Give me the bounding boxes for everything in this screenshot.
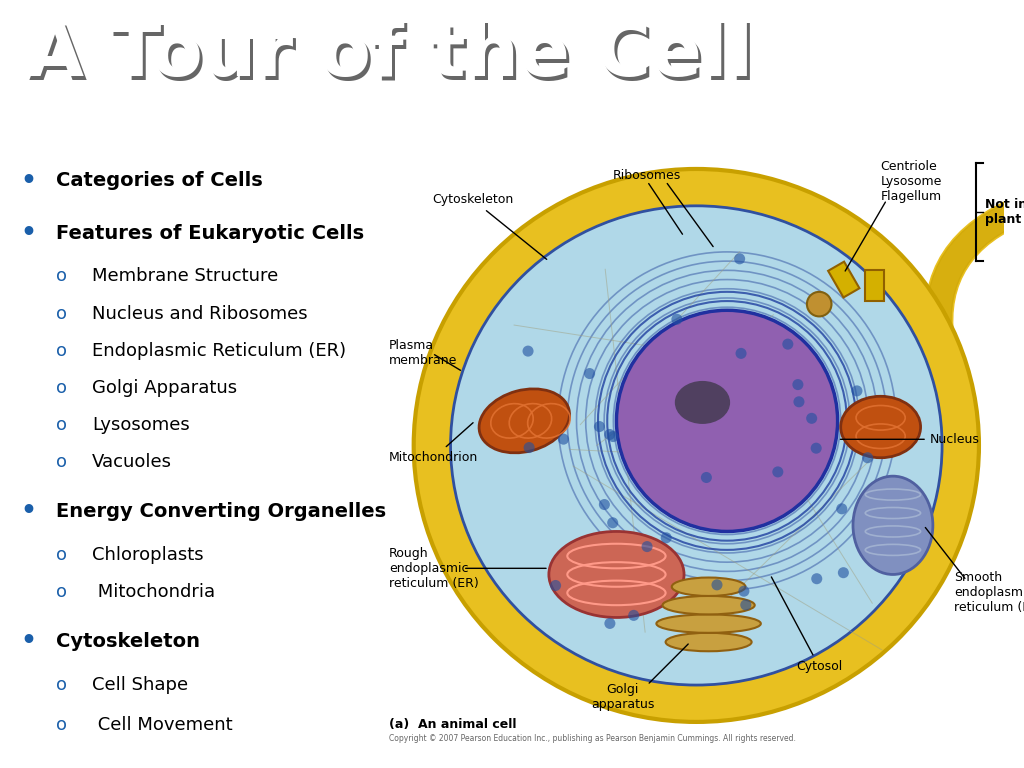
Circle shape: [522, 346, 534, 356]
Circle shape: [782, 339, 794, 349]
Ellipse shape: [672, 578, 745, 596]
Text: Vacuoles: Vacuoles: [92, 453, 172, 471]
Circle shape: [607, 517, 618, 528]
Circle shape: [604, 429, 615, 440]
Ellipse shape: [675, 381, 730, 424]
FancyArrowPatch shape: [926, 202, 1018, 353]
Text: Membrane Structure: Membrane Structure: [92, 267, 279, 286]
Circle shape: [838, 567, 849, 578]
Circle shape: [607, 431, 618, 442]
Text: Mitochondrion: Mitochondrion: [389, 422, 478, 464]
Text: Golgi
apparatus: Golgi apparatus: [591, 684, 654, 711]
Ellipse shape: [479, 389, 569, 453]
Text: o: o: [56, 453, 67, 471]
Text: •: •: [20, 629, 37, 654]
Text: Nucleus and Ribosomes: Nucleus and Ribosomes: [92, 305, 308, 323]
Text: Golgi Apparatus: Golgi Apparatus: [92, 379, 238, 397]
Circle shape: [811, 442, 821, 454]
Text: Cytosol: Cytosol: [771, 577, 843, 673]
Text: •: •: [20, 169, 37, 193]
Circle shape: [851, 386, 862, 396]
Text: o: o: [56, 267, 67, 286]
Ellipse shape: [807, 292, 831, 316]
Text: Plasma
membrane: Plasma membrane: [389, 339, 458, 367]
Circle shape: [811, 573, 822, 584]
Text: Mitochondria: Mitochondria: [92, 583, 215, 601]
Circle shape: [712, 579, 723, 591]
Ellipse shape: [663, 596, 755, 614]
Ellipse shape: [451, 206, 942, 685]
Circle shape: [558, 434, 569, 445]
Text: Not in most
plant cells: Not in most plant cells: [985, 198, 1024, 226]
Text: o: o: [56, 305, 67, 323]
Text: Rough
endoplasmic
reticulum (ER): Rough endoplasmic reticulum (ER): [389, 547, 479, 590]
Text: o: o: [56, 342, 67, 359]
Circle shape: [523, 442, 535, 453]
Circle shape: [604, 618, 615, 629]
Circle shape: [735, 348, 746, 359]
Circle shape: [672, 314, 682, 325]
Polygon shape: [828, 262, 859, 297]
Ellipse shape: [549, 531, 684, 617]
Circle shape: [734, 253, 745, 264]
Circle shape: [628, 610, 639, 621]
Text: Chloroplasts: Chloroplasts: [92, 546, 204, 564]
Text: Nucleus: Nucleus: [841, 433, 980, 445]
Circle shape: [772, 466, 783, 478]
Circle shape: [584, 368, 595, 379]
Text: Cytoskeleton: Cytoskeleton: [432, 194, 547, 260]
Ellipse shape: [841, 396, 921, 458]
Circle shape: [794, 396, 805, 407]
Text: •: •: [20, 499, 37, 524]
Circle shape: [837, 503, 847, 515]
Text: Endoplasmic Reticulum (ER): Endoplasmic Reticulum (ER): [92, 342, 346, 359]
Circle shape: [642, 541, 652, 552]
Text: Lysosomes: Lysosomes: [92, 416, 189, 434]
Text: Categories of Cells: Categories of Cells: [56, 171, 263, 190]
Circle shape: [738, 586, 750, 597]
Text: Centriole
Lysosome
Flagellum: Centriole Lysosome Flagellum: [881, 160, 942, 203]
Circle shape: [740, 599, 752, 611]
Circle shape: [594, 421, 605, 432]
Circle shape: [660, 532, 672, 543]
Text: Smooth
endoplasmic
reticulum (ER): Smooth endoplasmic reticulum (ER): [954, 571, 1024, 614]
Text: Energy Converting Organelles: Energy Converting Organelles: [56, 502, 386, 521]
Circle shape: [793, 379, 804, 390]
Text: o: o: [56, 379, 67, 397]
Text: Features of Eukaryotic Cells: Features of Eukaryotic Cells: [56, 223, 365, 243]
Text: o: o: [56, 416, 67, 434]
Text: A Tour of the Cell: A Tour of the Cell: [26, 19, 753, 92]
Text: o: o: [56, 716, 67, 733]
Text: (a)  An animal cell: (a) An animal cell: [389, 718, 517, 731]
Ellipse shape: [853, 476, 933, 574]
Circle shape: [550, 580, 561, 591]
Ellipse shape: [414, 169, 979, 722]
Ellipse shape: [616, 310, 838, 531]
Text: Ribosomes: Ribosomes: [613, 169, 681, 181]
Text: o: o: [56, 676, 67, 694]
Circle shape: [599, 499, 610, 510]
Ellipse shape: [656, 614, 761, 633]
Circle shape: [700, 472, 712, 483]
Text: Copyright © 2007 Pearson Education Inc., publishing as Pearson Benjamin Cummings: Copyright © 2007 Pearson Education Inc.,…: [389, 734, 796, 743]
Polygon shape: [865, 270, 884, 301]
Text: Cell Shape: Cell Shape: [92, 676, 188, 694]
Text: o: o: [56, 583, 67, 601]
Text: o: o: [56, 546, 67, 564]
Ellipse shape: [666, 633, 752, 651]
Text: •: •: [20, 221, 37, 245]
Text: A Tour of the Cell: A Tour of the Cell: [29, 23, 756, 97]
Text: Cytoskeleton: Cytoskeleton: [56, 632, 201, 650]
Circle shape: [862, 452, 873, 463]
FancyArrowPatch shape: [925, 200, 1019, 353]
Text: Cell Movement: Cell Movement: [92, 716, 232, 733]
Circle shape: [806, 413, 817, 424]
